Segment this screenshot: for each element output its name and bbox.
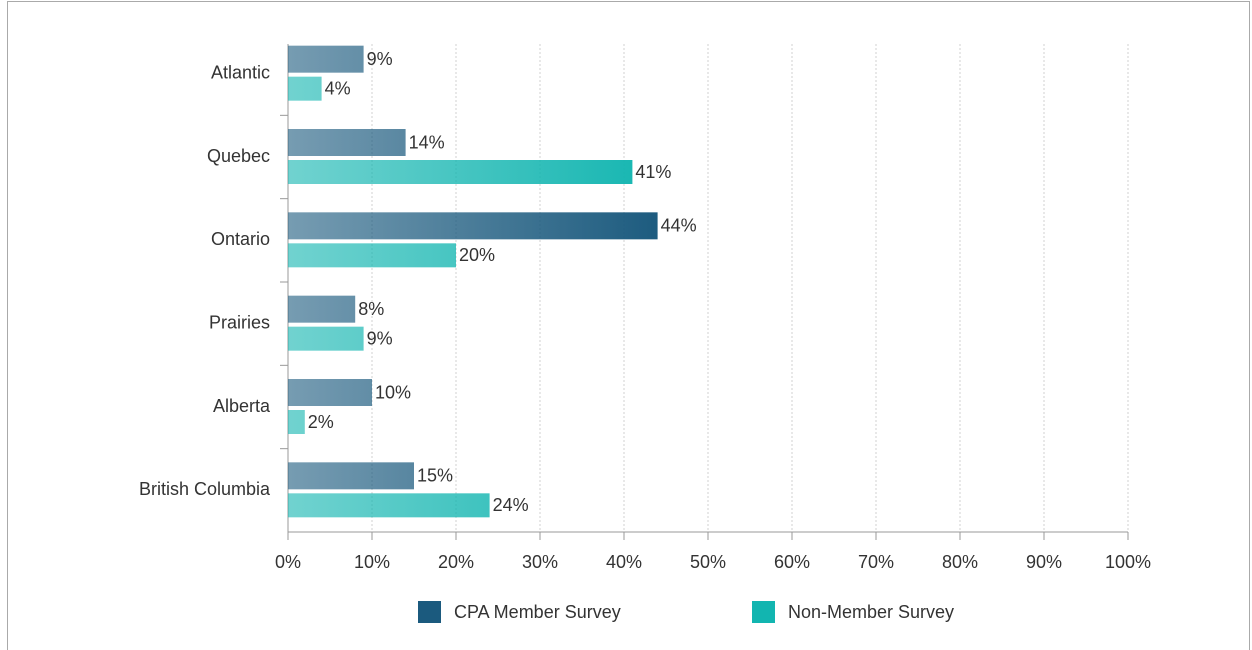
bar (288, 160, 633, 184)
x-tick-label: 30% (522, 552, 558, 572)
data-label: 15% (417, 466, 453, 486)
bar (288, 410, 305, 434)
data-label: 4% (325, 78, 351, 98)
y-tick-label: Alberta (213, 396, 271, 416)
x-tick-label: 10% (354, 552, 390, 572)
data-label: 8% (358, 299, 384, 319)
data-label: 41% (635, 162, 671, 182)
x-tick-label: 70% (858, 552, 894, 572)
y-tick-label: Prairies (209, 312, 270, 332)
y-tick-label: Ontario (211, 229, 270, 249)
x-tick-label: 60% (774, 552, 810, 572)
data-label: 24% (493, 495, 529, 515)
x-tick-label: 100% (1105, 552, 1151, 572)
bar (288, 243, 456, 268)
data-label: 20% (459, 245, 495, 265)
data-label: 10% (375, 382, 411, 402)
bar (288, 129, 406, 156)
data-label: 44% (661, 216, 697, 236)
data-label: 9% (367, 49, 393, 69)
x-tick-label: 0% (275, 552, 301, 572)
bar (288, 45, 364, 73)
legend-label: Non-Member Survey (788, 602, 954, 622)
x-tick-label: 90% (1026, 552, 1062, 572)
data-label: 2% (308, 412, 334, 432)
y-tick-label: Quebec (207, 146, 270, 166)
x-tick-label: 20% (438, 552, 474, 572)
bar (288, 295, 356, 323)
bar (288, 76, 322, 101)
legend-label: CPA Member Survey (454, 602, 621, 622)
frame (7, 1, 1250, 650)
bar (288, 379, 372, 406)
y-tick-label: British Columbia (139, 479, 271, 499)
bar (288, 326, 364, 351)
y-tick-label: Atlantic (211, 62, 270, 82)
data-label: 14% (409, 132, 445, 152)
bar (288, 462, 414, 490)
x-tick-label: 40% (606, 552, 642, 572)
x-tick-label: 80% (942, 552, 978, 572)
x-tick-label: 50% (690, 552, 726, 572)
data-label: 9% (367, 328, 393, 348)
bar (288, 493, 490, 518)
legend-swatch (418, 601, 441, 623)
bar (288, 212, 658, 240)
legend-swatch (752, 601, 775, 623)
